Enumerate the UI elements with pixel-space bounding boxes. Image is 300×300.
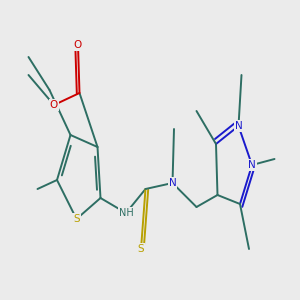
Text: N: N (248, 160, 256, 170)
Text: N: N (169, 178, 176, 188)
Text: S: S (73, 214, 80, 224)
Text: O: O (74, 40, 82, 50)
Text: N: N (235, 121, 242, 131)
Text: S: S (138, 244, 144, 254)
Text: O: O (50, 100, 58, 110)
Text: NH: NH (118, 208, 134, 218)
